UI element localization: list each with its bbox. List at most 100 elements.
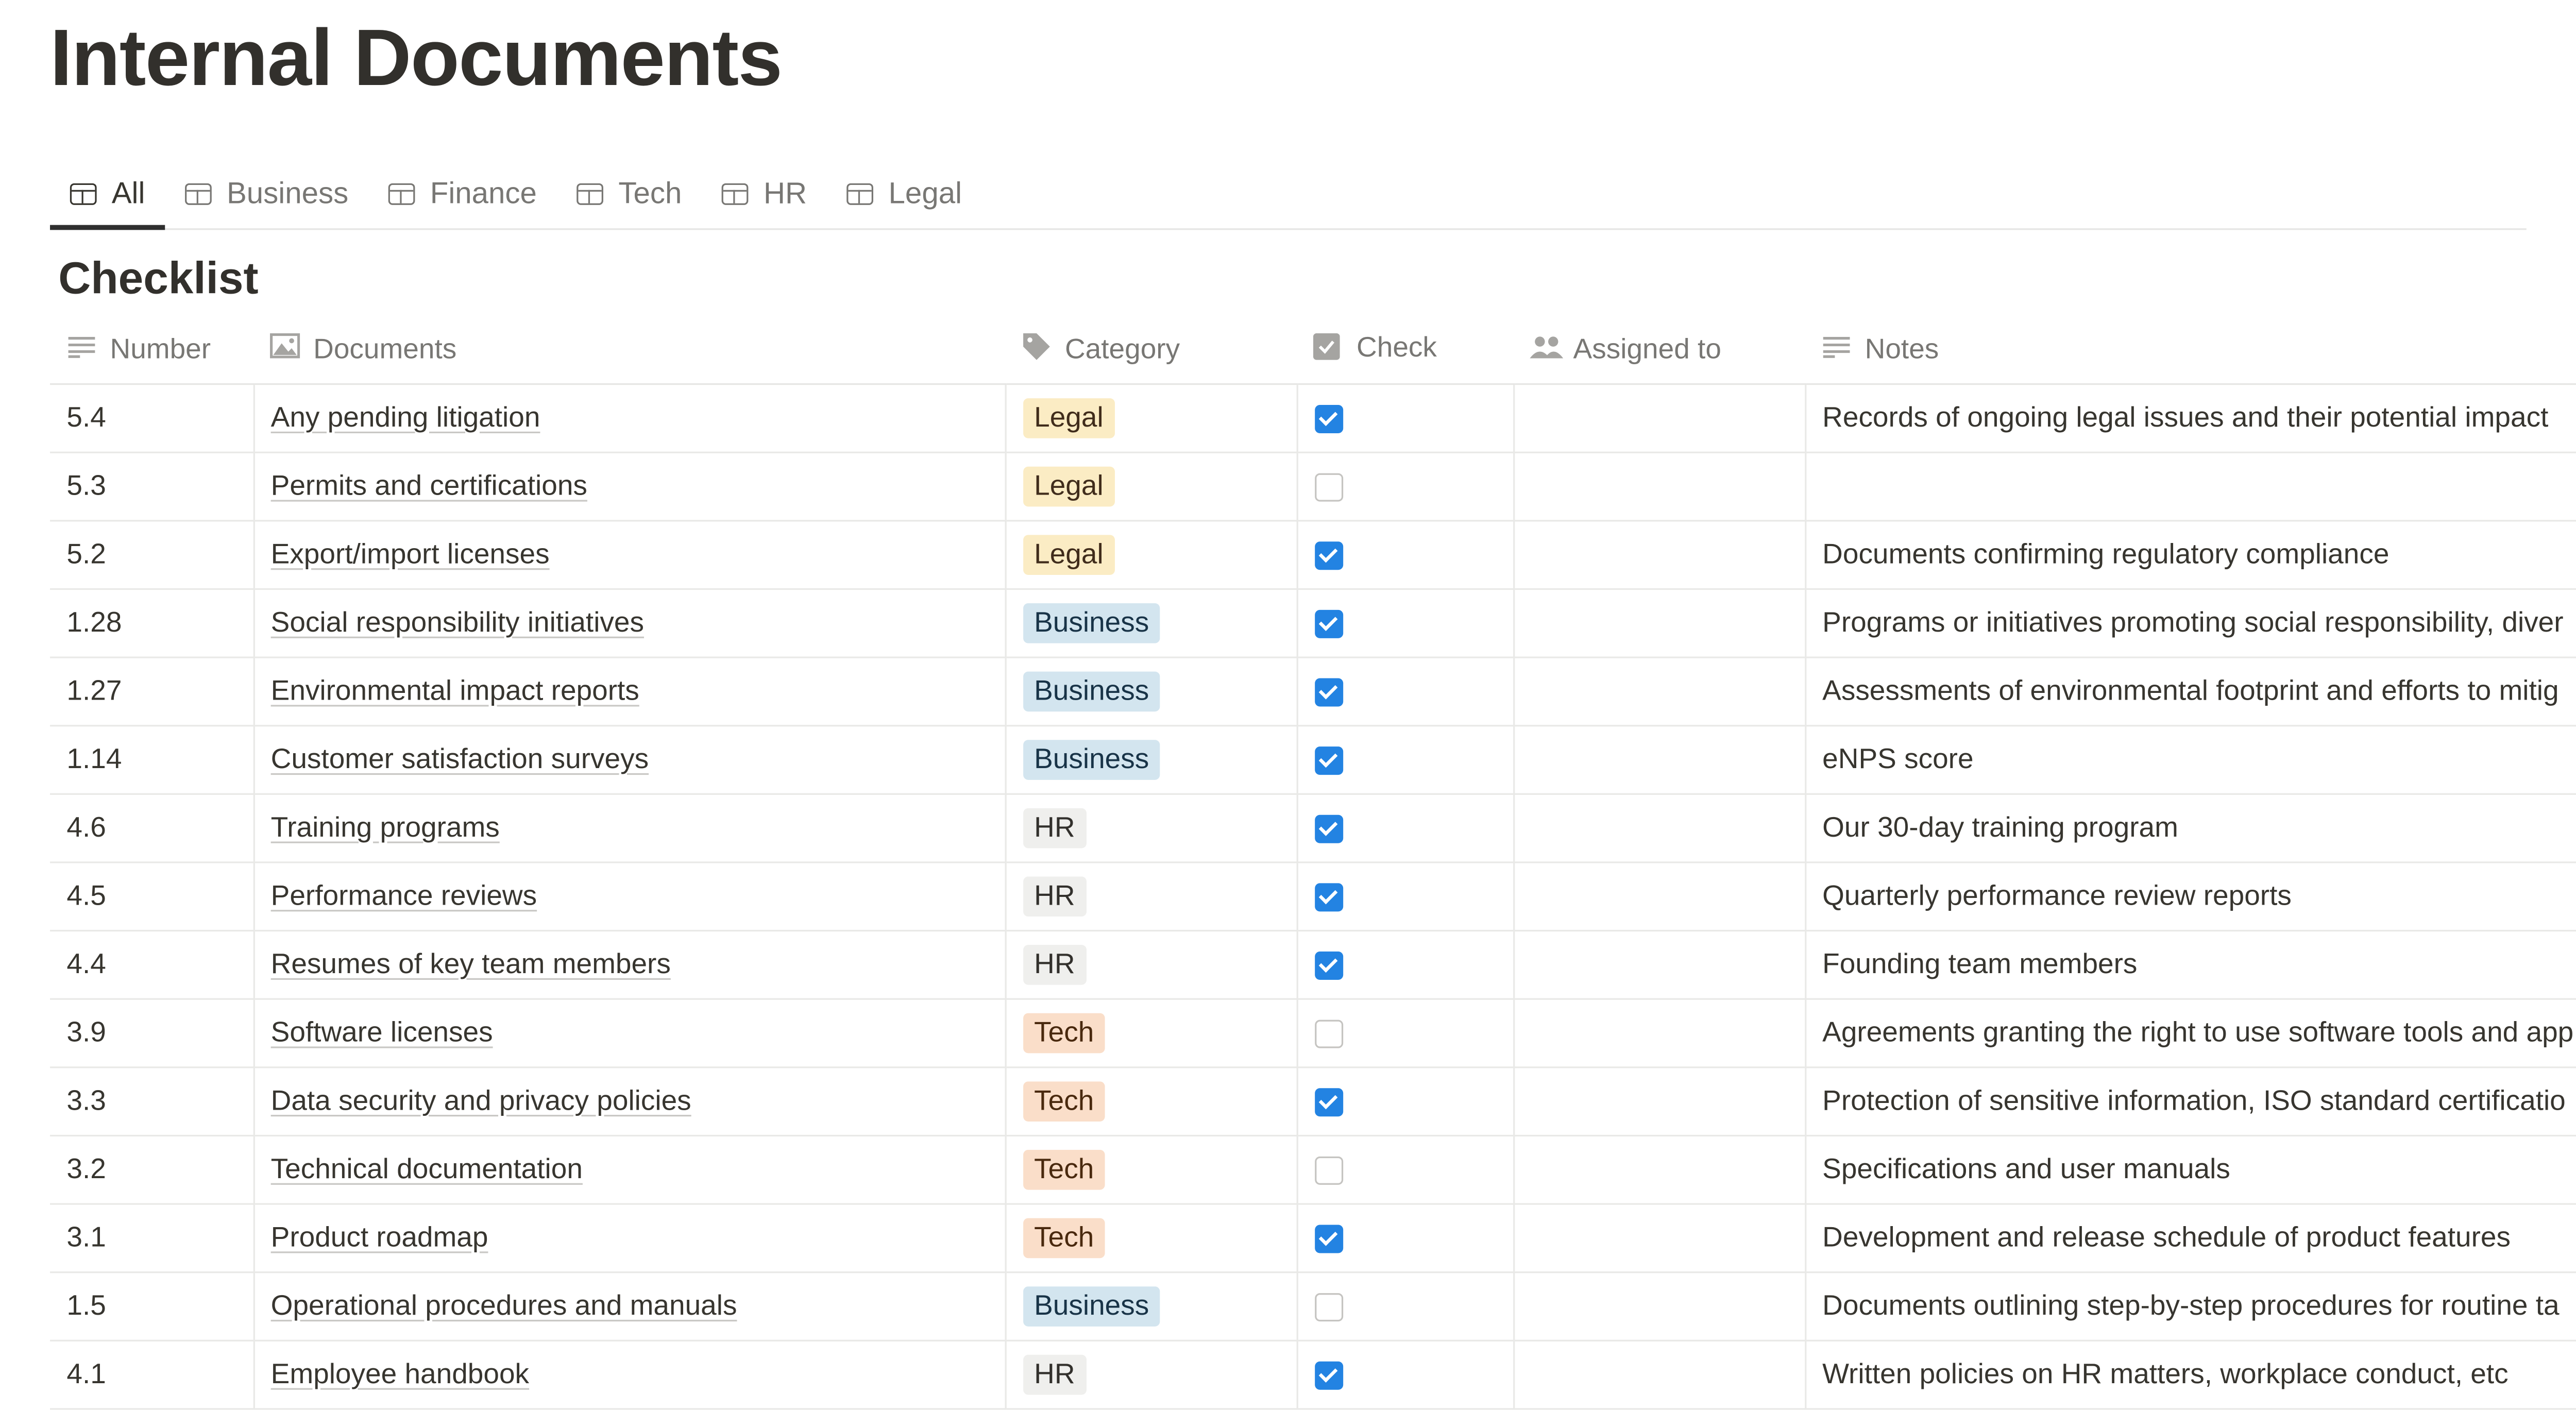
checkbox[interactable] (1314, 952, 1343, 980)
table-row[interactable]: 3.2 Technical documentation Tech Specificat… (50, 1135, 2576, 1205)
category-cell[interactable]: HR (1005, 930, 1298, 1000)
document-cell[interactable]: Resumes of key team members (253, 930, 1006, 1000)
tab-all[interactable]: All (50, 160, 165, 230)
assigned-cell[interactable] (1513, 862, 1806, 932)
checkbox[interactable] (1314, 1088, 1343, 1117)
number-cell[interactable]: 1.5 (50, 1272, 255, 1341)
number-cell[interactable]: 4.1 (50, 1340, 255, 1410)
checkbox[interactable] (1314, 1361, 1343, 1390)
number-cell[interactable]: 1.27 (50, 657, 255, 727)
notes-cell[interactable]: Documents outlining step-by-step procedu… (1805, 1272, 2576, 1341)
checkbox[interactable] (1314, 1020, 1343, 1048)
category-cell[interactable]: HR (1005, 1340, 1298, 1410)
number-cell[interactable]: 3.2 (50, 1135, 255, 1205)
document-link[interactable]: Any pending litigation (270, 401, 540, 434)
document-cell[interactable]: Technical documentation (253, 1135, 1006, 1205)
checkbox[interactable] (1314, 1156, 1343, 1185)
notes-cell[interactable]: Programs or initiatives promoting social… (1805, 589, 2576, 658)
column-header-notes[interactable]: Notes (1805, 316, 2576, 385)
category-cell[interactable]: HR (1005, 794, 1298, 863)
table-row[interactable]: 3.1 Product roadmap Tech Development and re… (50, 1204, 2576, 1273)
checkbox[interactable] (1314, 1293, 1343, 1322)
category-cell[interactable]: HR (1005, 862, 1298, 932)
document-link[interactable]: Customer satisfaction surveys (270, 743, 649, 775)
checkbox[interactable] (1314, 678, 1343, 707)
category-cell[interactable]: Business (1005, 657, 1298, 727)
tab-hr[interactable]: HR (702, 160, 827, 227)
category-cell[interactable]: Tech (1005, 1067, 1298, 1137)
number-cell[interactable]: 3.1 (50, 1204, 255, 1273)
category-cell[interactable]: Tech (1005, 1204, 1298, 1273)
tab-legal[interactable]: Legal (827, 160, 982, 227)
table-row[interactable]: 3.3 Data security and privacy policies Tec… (50, 1067, 2576, 1137)
table-row[interactable]: 4.6 Training programs HR Our 30-day trainin… (50, 794, 2576, 863)
assigned-cell[interactable] (1513, 589, 1806, 658)
document-link[interactable]: Software licenses (270, 1016, 493, 1048)
number-cell[interactable]: 3.9 (50, 999, 255, 1068)
category-cell[interactable]: Business (1005, 589, 1298, 658)
notes-cell[interactable]: Founding team members (1805, 930, 2576, 1000)
checkbox[interactable] (1314, 746, 1343, 775)
category-cell[interactable]: Business (1005, 1272, 1298, 1341)
document-link[interactable]: Resumes of key team members (270, 948, 671, 980)
assigned-cell[interactable] (1513, 384, 1806, 453)
number-cell[interactable]: 4.4 (50, 930, 255, 1000)
document-link[interactable]: Performance reviews (270, 879, 537, 912)
document-cell[interactable]: Training programs (253, 794, 1006, 863)
document-cell[interactable]: Any pending litigation (253, 384, 1006, 453)
checkbox[interactable] (1314, 541, 1343, 570)
document-link[interactable]: Social responsibility initiatives (270, 606, 645, 638)
number-cell[interactable]: 5.4 (50, 384, 255, 453)
notes-cell[interactable]: Development and release schedule of prod… (1805, 1204, 2576, 1273)
document-cell[interactable]: Employee handbook (253, 1340, 1006, 1410)
notes-cell[interactable]: Written policies on HR matters, workplac… (1805, 1340, 2576, 1410)
checkbox[interactable] (1314, 814, 1343, 843)
notes-cell[interactable]: Agreements granting the right to use sof… (1805, 999, 2576, 1068)
category-cell[interactable]: Business (1005, 725, 1298, 795)
category-cell[interactable]: Tech (1005, 999, 1298, 1068)
assigned-cell[interactable] (1513, 1067, 1806, 1137)
table-row[interactable]: 4.4 Resumes of key team members HR Founding… (50, 930, 2576, 1000)
table-row[interactable]: 3.9 Software licenses Tech Agreements grant… (50, 999, 2576, 1068)
document-cell[interactable]: Software licenses (253, 999, 1006, 1068)
number-cell[interactable]: 5.3 (50, 452, 255, 522)
table-row[interactable]: 5.3 Permits and certifications Legal (50, 452, 2576, 522)
column-header-category[interactable]: Category (1005, 316, 1297, 385)
document-link[interactable]: Technical documentation (270, 1153, 583, 1185)
column-header-check[interactable]: Check (1296, 316, 1514, 385)
assigned-cell[interactable] (1513, 1204, 1806, 1273)
assigned-cell[interactable] (1513, 930, 1806, 1000)
table-row[interactable]: 1.5 Operational procedures and manuals Bus… (50, 1272, 2576, 1341)
table-row[interactable]: 5.4 Any pending litigation Legal Records of… (50, 384, 2576, 453)
table-row[interactable]: 4.1 Employee handbook HR Written policies o… (50, 1340, 2576, 1410)
assigned-cell[interactable] (1513, 794, 1806, 863)
column-header-documents[interactable]: Documents (253, 316, 1005, 385)
document-link[interactable]: Export/import licenses (270, 538, 550, 570)
document-cell[interactable]: Performance reviews (253, 862, 1006, 932)
checkbox[interactable] (1314, 405, 1343, 434)
document-link[interactable]: Operational procedures and manuals (270, 1289, 737, 1322)
number-cell[interactable]: 1.14 (50, 725, 255, 795)
notes-cell[interactable]: eNPS score (1805, 725, 2576, 795)
table-row[interactable]: 5.2 Export/import licenses Legal Documents … (50, 520, 2576, 590)
category-cell[interactable]: Legal (1005, 520, 1298, 590)
document-cell[interactable]: Operational procedures and manuals (253, 1272, 1006, 1341)
assigned-cell[interactable] (1513, 725, 1806, 795)
number-cell[interactable]: 4.5 (50, 862, 255, 932)
document-link[interactable]: Training programs (270, 811, 500, 843)
assigned-cell[interactable] (1513, 999, 1806, 1068)
notes-cell[interactable]: Records of ongoing legal issues and thei… (1805, 384, 2576, 453)
assigned-cell[interactable] (1513, 657, 1806, 727)
document-link[interactable]: Product roadmap (270, 1221, 488, 1253)
column-header-assigned[interactable]: Assigned to (1513, 316, 1805, 385)
category-cell[interactable]: Legal (1005, 452, 1298, 522)
tab-tech[interactable]: Tech (557, 160, 702, 227)
assigned-cell[interactable] (1513, 520, 1806, 590)
notes-cell[interactable] (1805, 452, 2576, 522)
checkbox[interactable] (1314, 883, 1343, 912)
tab-finance[interactable]: Finance (368, 160, 557, 227)
number-cell[interactable]: 1.28 (50, 589, 255, 658)
notes-cell[interactable]: Documents confirming regulatory complian… (1805, 520, 2576, 590)
document-link[interactable]: Permits and certifications (270, 470, 587, 502)
document-cell[interactable]: Permits and certifications (253, 452, 1006, 522)
